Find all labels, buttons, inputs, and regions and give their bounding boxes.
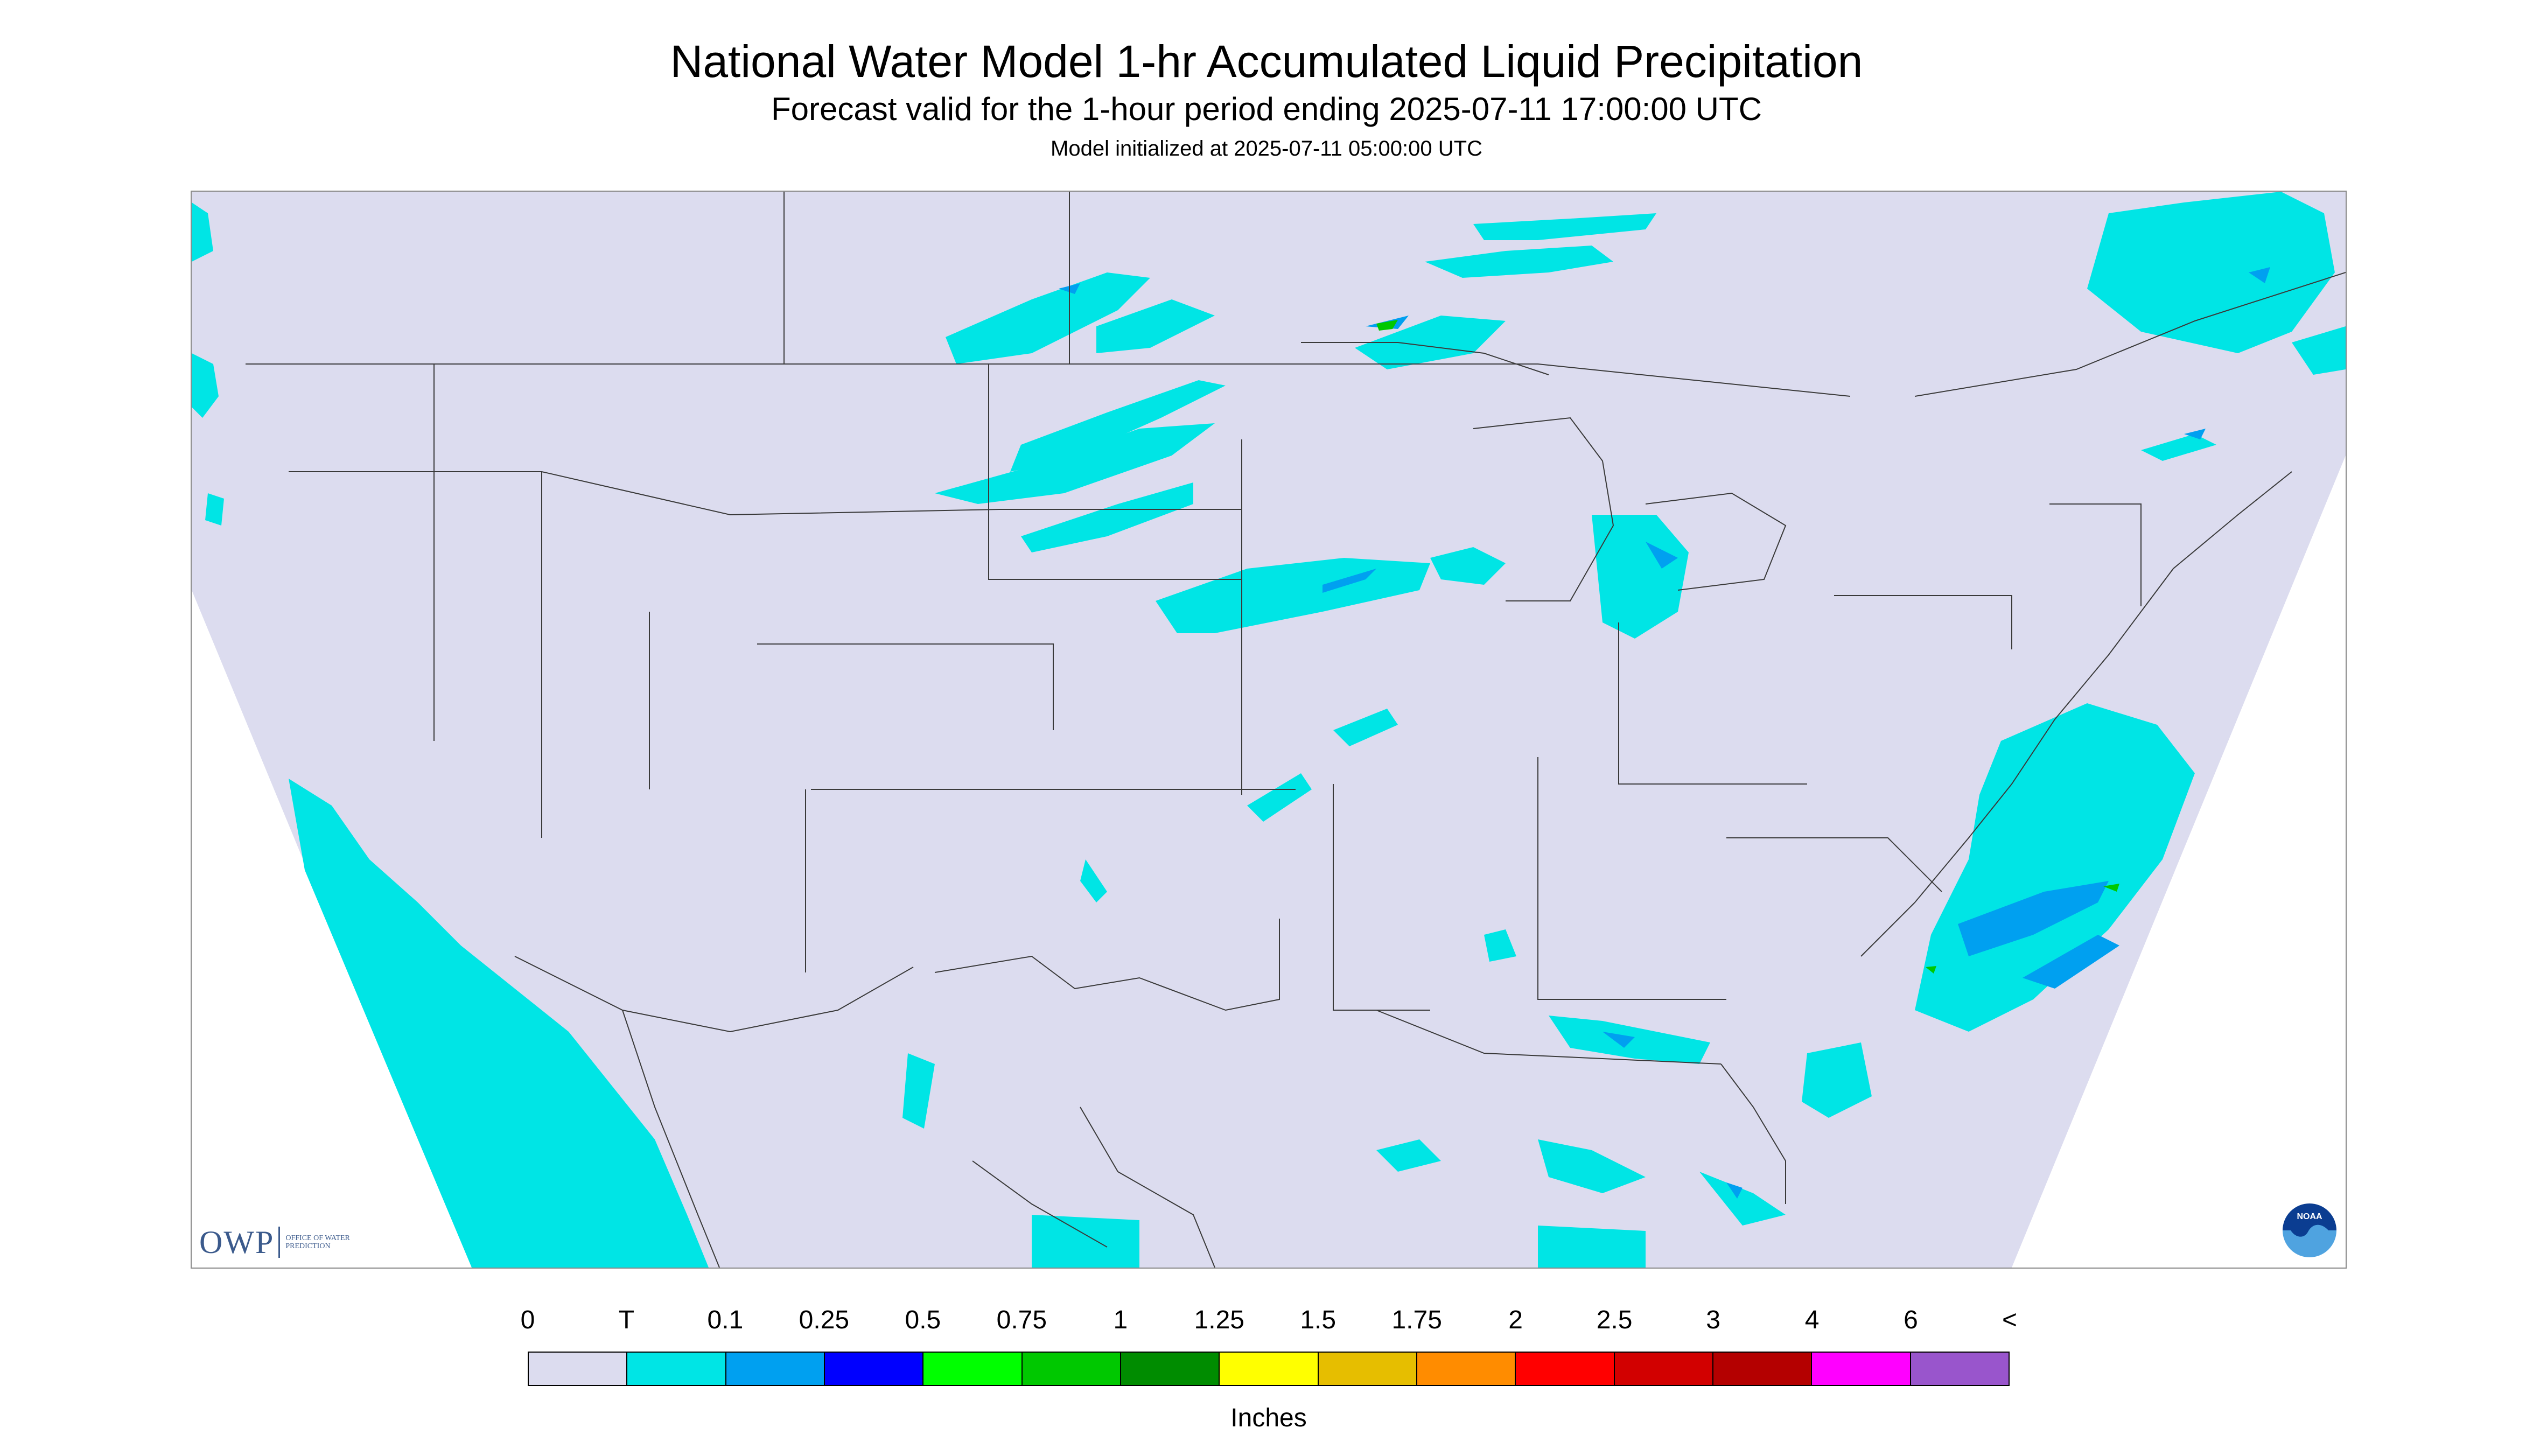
precip-northeast — [1473, 192, 2346, 461]
precip-gulf-moderate — [1603, 1032, 1743, 1199]
precipitation-legend: 0 T 0.1 0.25 0.5 0.75 1 1.25 1.5 1.75 2 2.5 3 4 6 < Inc… — [521, 1292, 2018, 1443]
map-canvas — [192, 192, 2346, 1268]
noaa-logo-icon: NOAA — [2280, 1201, 2339, 1259]
legend-swatch — [1516, 1353, 1615, 1385]
legend-swatch — [1812, 1353, 1911, 1385]
legend-swatch — [1220, 1353, 1319, 1385]
legend-swatch — [1121, 1353, 1220, 1385]
legend-tick-label: 0.75 — [996, 1306, 1047, 1334]
owp-logo-text: OFFICE OF WATER PREDICTION — [285, 1234, 350, 1250]
legend-tick-label: T — [618, 1306, 635, 1334]
legend-tick-label: 2.5 — [1596, 1306, 1633, 1334]
legend-tick-label: 0.1 — [707, 1306, 744, 1334]
noaa-logo-text: NOAA — [2297, 1212, 2322, 1221]
political-boundaries — [246, 192, 2346, 1268]
legend-tick-label: 2 — [1508, 1306, 1523, 1334]
owp-logo-divider — [278, 1227, 281, 1258]
legend-tick-label: 0.5 — [905, 1306, 941, 1334]
precip-pacific — [192, 202, 709, 1268]
precip-northern-plains-moderate — [1059, 283, 1678, 593]
legend-swatch — [1911, 1353, 2009, 1385]
precip-atlantic-moderate — [1958, 881, 2119, 989]
model-domain — [192, 192, 2346, 1268]
legend-units-label: Inches — [1230, 1404, 1307, 1432]
owp-logo-mark: OWP — [199, 1224, 275, 1260]
legend-tick-label: 1.25 — [1194, 1306, 1244, 1334]
legend-swatch — [726, 1353, 825, 1385]
legend-swatch — [824, 1353, 924, 1385]
legend-swatch — [627, 1353, 726, 1385]
legend-swatch — [923, 1353, 1023, 1385]
legend-swatch — [1417, 1353, 1516, 1385]
owp-logo: OWP OFFICE OF WATER PREDICTION — [199, 1223, 350, 1261]
legend-color-bar — [528, 1352, 2010, 1386]
legend-tick-label: 6 — [1904, 1306, 1918, 1334]
legend-tick-label: 1 — [1113, 1306, 1128, 1334]
legend-swatch — [1713, 1353, 1813, 1385]
precip-northeast-moderate — [2184, 267, 2270, 439]
legend-tick-label: < — [2002, 1306, 2018, 1334]
legend-swatch — [1614, 1353, 1713, 1385]
legend-swatch — [1022, 1353, 1121, 1385]
precip-atlantic-heavy — [1926, 884, 2119, 974]
legend-tick-label: 3 — [1706, 1306, 1720, 1334]
model-init-line: Model initialized at 2025-07-11 05:00:00… — [1051, 137, 1482, 160]
map-title: National Water Model 1-hr Accumulated Li… — [670, 36, 1863, 87]
legend-tick-label: 1.75 — [1391, 1306, 1442, 1334]
precip-northern-plains — [935, 246, 1689, 902]
precipitation-map — [191, 191, 2347, 1269]
forecast-valid-subtitle: Forecast valid for the 1-hour period end… — [771, 91, 1762, 127]
legend-tick-label: 4 — [1804, 1306, 1820, 1334]
legend-tick-label: 0 — [520, 1306, 535, 1334]
precip-northern-plains-heavy — [1376, 320, 1398, 331]
legend-swatch — [1318, 1353, 1417, 1385]
legend-swatch — [529, 1353, 628, 1385]
legend-tick-label: 0.25 — [799, 1306, 850, 1334]
legend-tick-label: 1.5 — [1300, 1306, 1337, 1334]
